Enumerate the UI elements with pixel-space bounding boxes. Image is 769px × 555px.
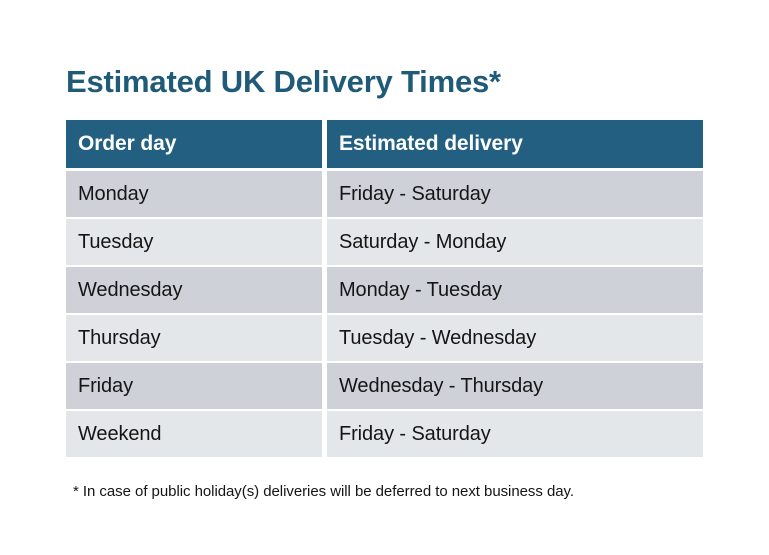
table-row: Tuesday Saturday - Monday — [66, 219, 703, 265]
column-header-order-day: Order day — [66, 120, 322, 168]
cell-estimated-delivery: Friday - Saturday — [327, 411, 703, 457]
table-header-row: Order day Estimated delivery — [66, 120, 703, 168]
cell-estimated-delivery: Saturday - Monday — [327, 219, 703, 265]
cell-order-day: Weekend — [66, 411, 322, 457]
cell-order-day: Friday — [66, 363, 322, 409]
delivery-times-table: Order day Estimated delivery Monday Frid… — [66, 120, 703, 459]
cell-estimated-delivery: Monday - Tuesday — [327, 267, 703, 313]
cell-estimated-delivery: Wednesday - Thursday — [327, 363, 703, 409]
column-gap — [322, 120, 327, 168]
cell-order-day: Monday — [66, 171, 322, 217]
table-row: Thursday Tuesday - Wednesday — [66, 315, 703, 361]
table-row: Wednesday Monday - Tuesday — [66, 267, 703, 313]
cell-order-day: Wednesday — [66, 267, 322, 313]
column-gap — [322, 363, 327, 409]
cell-order-day: Tuesday — [66, 219, 322, 265]
table-row: Friday Wednesday - Thursday — [66, 363, 703, 409]
page-title: Estimated UK Delivery Times* — [66, 63, 501, 99]
cell-order-day: Thursday — [66, 315, 322, 361]
cell-estimated-delivery: Friday - Saturday — [327, 171, 703, 217]
column-gap — [322, 267, 327, 313]
column-gap — [322, 411, 327, 457]
column-gap — [322, 315, 327, 361]
footnote-text: * In case of public holiday(s) deliverie… — [73, 483, 574, 500]
table-row: Weekend Friday - Saturday — [66, 411, 703, 457]
column-gap — [322, 171, 327, 217]
cell-estimated-delivery: Tuesday - Wednesday — [327, 315, 703, 361]
table-row: Monday Friday - Saturday — [66, 171, 703, 217]
column-gap — [322, 219, 327, 265]
column-header-estimated-delivery: Estimated delivery — [327, 120, 703, 168]
